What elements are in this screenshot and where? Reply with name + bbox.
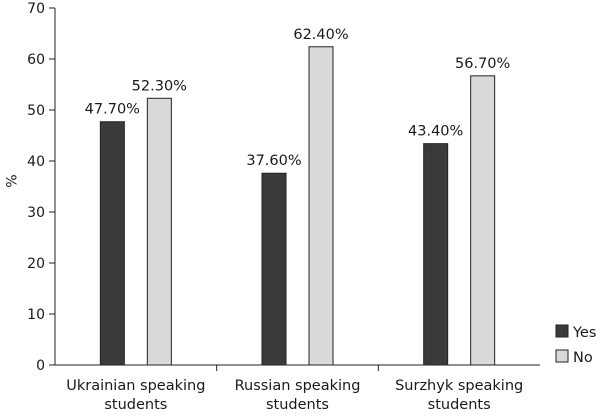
bar-yes: [99, 121, 125, 366]
category-label: students: [428, 397, 491, 413]
legend-label-no: No: [573, 350, 593, 366]
y-axis-label: %: [2, 174, 18, 187]
y-tick-labels: 0 10 20 30 40 50 60 70: [27, 1, 45, 374]
data-label: 47.70%: [85, 102, 140, 118]
legend-swatch-yes: [555, 324, 569, 338]
bar-no: [146, 97, 172, 366]
category-label: Ukrainian speaking: [66, 378, 205, 394]
y-tick-label: 40: [27, 154, 45, 170]
bar-yes: [261, 172, 287, 366]
y-tick-label: 50: [27, 103, 45, 119]
category-label: Russian speaking: [235, 378, 361, 394]
legend: Yes No: [555, 324, 596, 366]
y-tick-label: 60: [27, 52, 45, 68]
data-label: 52.30%: [132, 78, 187, 94]
y-tick-label: 10: [27, 307, 45, 323]
data-labels: 47.70% 52.30% 37.60% 62.40% 43.40% 56.70%: [85, 27, 511, 169]
y-tick-label: 20: [27, 256, 45, 272]
category-label: Surzhyk speaking: [395, 378, 523, 394]
data-label: 62.40%: [293, 27, 348, 43]
category-labels: Ukrainian speaking students Russian speaki…: [66, 378, 523, 413]
bar-no: [308, 46, 334, 366]
y-tick-label: 0: [36, 358, 45, 374]
y-tick-label: 70: [27, 1, 45, 17]
data-label: 37.60%: [246, 153, 301, 169]
y-tick-label: 30: [27, 205, 45, 221]
legend-label-yes: Yes: [572, 325, 596, 341]
bar-no: [470, 75, 496, 366]
category-label: students: [266, 397, 329, 413]
legend-swatch-no: [555, 349, 569, 363]
bar-yes: [423, 143, 449, 366]
data-label: 56.70%: [455, 56, 510, 72]
data-label: 43.40%: [408, 124, 463, 140]
axes: [49, 7, 540, 371]
bars: [99, 46, 496, 366]
category-label: students: [104, 397, 167, 413]
